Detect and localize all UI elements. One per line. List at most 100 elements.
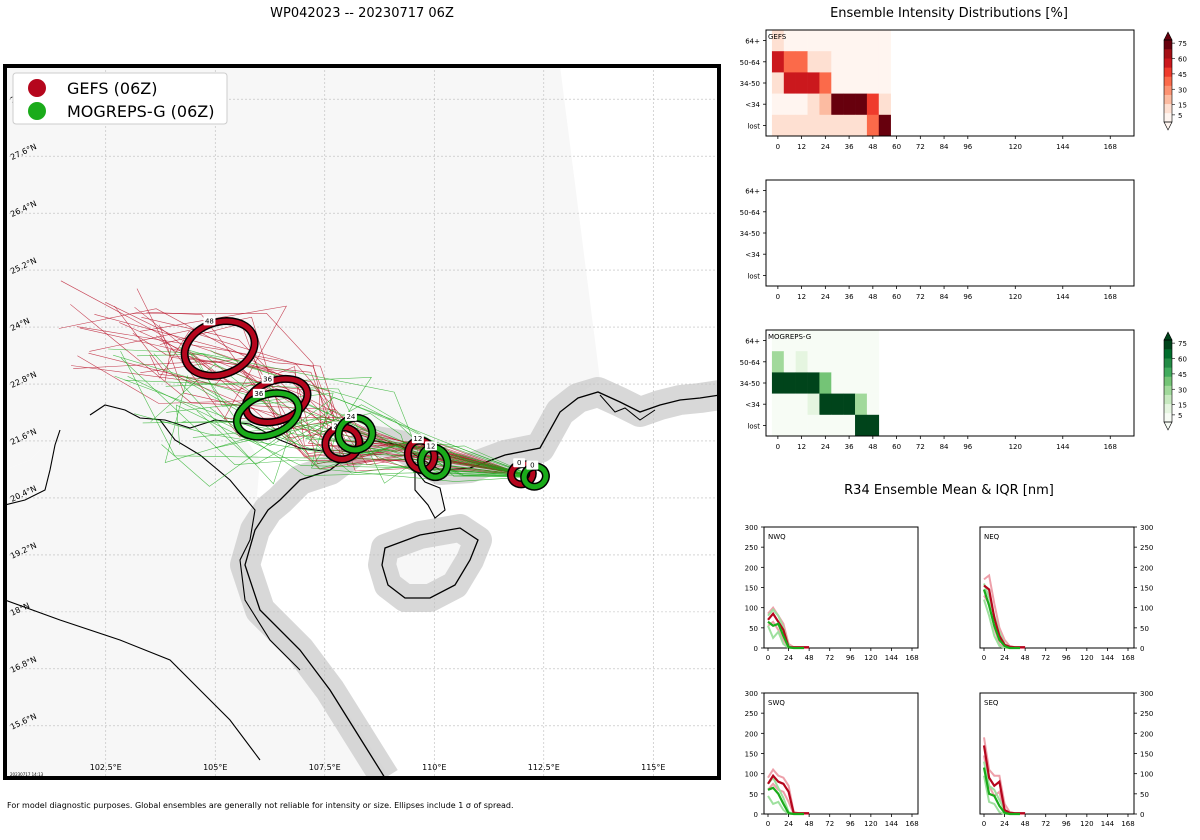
forecast-hour-label: 12 — [427, 442, 436, 450]
r34-y-label: 50 — [749, 625, 758, 633]
colorbar-segment — [1164, 58, 1172, 68]
r34-x-label: 0 — [766, 820, 770, 828]
hour-label-bg — [513, 458, 526, 468]
map-legend: GEFS (06Z) MOGREPS-G (06Z) — [12, 72, 228, 125]
hour-label-bg — [526, 460, 539, 470]
hour-label-bg — [203, 316, 216, 326]
heatmap-cell — [795, 114, 808, 137]
heatmap-cell — [771, 30, 785, 52]
r34-x-label: 120 — [864, 820, 877, 828]
r34-x-label: 48 — [1021, 654, 1030, 662]
heatmap-cell — [783, 414, 796, 437]
heatmap-cell — [795, 351, 808, 373]
r34-x-label: 168 — [905, 820, 918, 828]
colorbar-segment — [1164, 412, 1172, 423]
heatmap-cell — [843, 372, 856, 394]
heatmap-cell — [783, 51, 796, 73]
r34-x-label: 96 — [1062, 820, 1071, 828]
r34-x-label: 72 — [1041, 820, 1050, 828]
heatmap-cell — [866, 330, 880, 352]
heatmap-cell — [795, 372, 808, 394]
heatmap-cell — [855, 93, 868, 116]
colorbar-tick-label: 45 — [1178, 371, 1187, 379]
ensemble-track — [164, 375, 536, 477]
colorbar-extend-top — [1163, 31, 1173, 41]
r34-x-label: 24 — [784, 820, 793, 828]
lon-tick-label: 107.5°E — [309, 763, 341, 772]
r34-y-label: 300 — [1140, 524, 1153, 532]
heatmap-cell — [771, 393, 785, 416]
intensity-x-label: 0 — [776, 443, 780, 451]
heatmap-cell — [819, 93, 832, 116]
colorbar-segment — [1164, 403, 1172, 414]
heatmap-cell — [771, 414, 785, 437]
heatmap-cell — [866, 51, 880, 73]
colorbar-segment — [1164, 49, 1172, 59]
heatmap-cell — [831, 351, 844, 373]
heatmap-cell — [855, 330, 868, 352]
heatmap-cell — [783, 393, 796, 416]
ensemble-track — [210, 350, 536, 477]
heatmap-cell — [795, 93, 808, 116]
heatmap-cell — [807, 93, 820, 116]
r34-y-label: 200 — [1140, 564, 1153, 572]
gefs-colorbar: 5 15 30 45 60 75 — [1163, 31, 1187, 131]
r34-y-label: 200 — [1140, 730, 1153, 738]
ensemble-track — [146, 311, 522, 475]
border-thailand — [5, 599, 261, 761]
intensity-x-label: 84 — [940, 143, 949, 151]
colorbar-tick-label: 5 — [1178, 412, 1182, 420]
forecast-hour-label: 0 — [530, 462, 534, 470]
heatmap-cell — [819, 414, 832, 437]
ensemble-track — [192, 419, 536, 477]
border-vietnam-laos — [159, 419, 301, 671]
heatmap-cell — [866, 393, 880, 416]
heatmap-cell — [771, 93, 785, 116]
intensity-x-label: 96 — [963, 143, 972, 151]
colorbar-segment — [1164, 358, 1172, 368]
intensity-y-label: 50-64 — [740, 59, 761, 67]
colorbar-tick-label: 15 — [1178, 102, 1187, 110]
colorbar-extend-top — [1163, 331, 1173, 341]
r34-y-label: 0 — [1140, 645, 1144, 653]
heatmap-cell — [866, 30, 880, 52]
heatmap-cell — [819, 114, 832, 137]
r34-x-label: 120 — [864, 654, 877, 662]
intensity-x-label: 60 — [892, 443, 901, 451]
heatmap-cell — [843, 351, 856, 373]
land-north — [5, 66, 600, 470]
intensity-x-label: 72 — [916, 293, 925, 301]
ensemble-track — [196, 404, 536, 477]
colorbar-tick-label: 60 — [1178, 356, 1187, 364]
colorbar-segment — [1164, 376, 1172, 386]
heatmap-cell — [866, 414, 880, 437]
r34-y-label: 300 — [1140, 690, 1153, 698]
r34-y-label: 100 — [1140, 771, 1153, 779]
r34-y-label: 200 — [745, 564, 758, 572]
r34-x-label: 168 — [1121, 820, 1134, 828]
r34-y-label: 150 — [1140, 585, 1153, 593]
heatmap-cell — [843, 414, 856, 437]
r34-y-label: 250 — [1140, 710, 1153, 718]
heatmap-cell — [807, 30, 820, 52]
heatmap-cell — [878, 51, 891, 73]
r34-x-label: 24 — [784, 654, 793, 662]
intensity-x-label: 24 — [821, 143, 830, 151]
r34-panel: SWQ 0 24 48 72 96 120 144 168 0 50 100 150 200 250 300 — [745, 690, 919, 828]
heatmap-cell — [783, 372, 796, 394]
heatmap-cell — [855, 372, 868, 394]
ensemble-track — [120, 350, 536, 477]
intensity-x-label: 24 — [821, 443, 830, 451]
heatmap-cell — [771, 72, 785, 94]
colorbar-tick-label: 60 — [1178, 56, 1187, 64]
colorbar-extend-bottom — [1163, 421, 1173, 431]
r34-x-label: 0 — [982, 654, 986, 662]
heatmap-cell — [783, 351, 796, 373]
r34-x-label: 24 — [1000, 654, 1009, 662]
heatmap-cell — [831, 51, 844, 73]
heatmap-cell — [855, 414, 868, 437]
coast-bays — [599, 394, 656, 421]
intensity-y-label: <34 — [745, 251, 760, 259]
heatmap-cell — [771, 372, 785, 394]
